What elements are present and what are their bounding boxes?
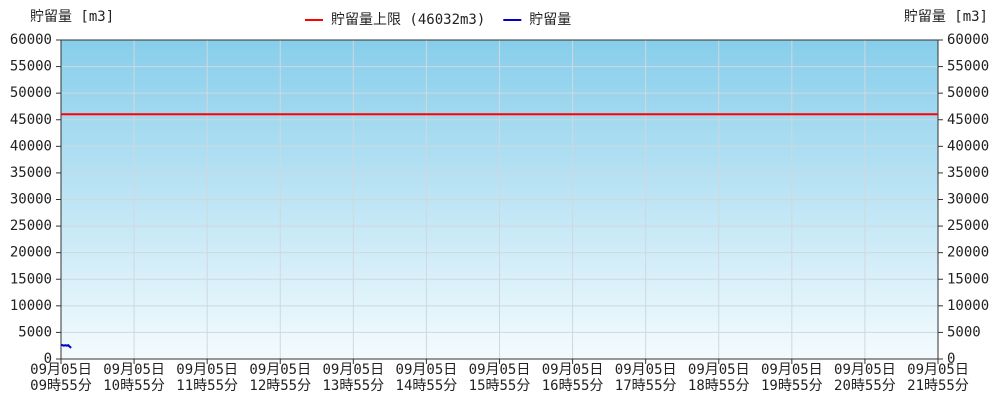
- y-axis-title: 貯留量 [m3]: [30, 9, 114, 25]
- y2-tick-label: 25000: [947, 218, 989, 234]
- y-tick-label: 30000: [10, 192, 52, 208]
- y2-tick-label: 0: [947, 351, 955, 367]
- x-tick-label: 10時55分: [103, 378, 165, 394]
- y2-axis-title: 貯留量 [m3]: [904, 9, 988, 25]
- y2-tick-label: 50000: [947, 85, 989, 101]
- y-tick-label: 25000: [10, 218, 52, 234]
- y-tick-label: 60000: [10, 32, 52, 48]
- y2-tick-label: 40000: [947, 138, 989, 154]
- y-tick-label: 15000: [10, 271, 52, 287]
- x-tick-label: 15時55分: [469, 378, 531, 394]
- x-tick-label: 09時55分: [30, 378, 92, 394]
- x-tick-label: 14時55分: [396, 378, 458, 394]
- legend-label: 貯留量: [529, 12, 571, 28]
- x-tick-label: 09月05日: [469, 362, 531, 378]
- y-tick-label: 50000: [10, 85, 52, 101]
- y-tick-label: 55000: [10, 59, 52, 75]
- y-tick-label: 10000: [10, 298, 52, 314]
- y2-tick-label: 20000: [947, 245, 989, 261]
- y-tick-label: 20000: [10, 245, 52, 261]
- y-tick-label: 5000: [18, 324, 52, 340]
- x-tick-label: 13時55分: [322, 378, 384, 394]
- x-tick-label: 21時55分: [907, 378, 969, 394]
- x-tick-label: 09月05日: [834, 362, 896, 378]
- x-tick-label: 09月05日: [322, 362, 384, 378]
- x-tick-label: 16時55分: [542, 378, 604, 394]
- y2-tick-label: 35000: [947, 165, 989, 181]
- x-tick-label: 09月05日: [30, 362, 92, 378]
- y-tick-label: 35000: [10, 165, 52, 181]
- y-tick-label: 40000: [10, 138, 52, 154]
- x-tick-label: 09月05日: [907, 362, 969, 378]
- series-line: [61, 344, 72, 349]
- y-tick-label: 0: [44, 351, 52, 367]
- x-tick-label: 18時55分: [688, 378, 750, 394]
- x-tick-label: 17時55分: [615, 378, 677, 394]
- plot-frame: [60, 39, 939, 360]
- x-tick-label: 20時55分: [834, 378, 896, 394]
- y2-tick-label: 45000: [947, 112, 989, 128]
- y2-tick-label: 10000: [947, 298, 989, 314]
- y2-tick-label: 60000: [947, 32, 989, 48]
- x-tick-label: 09月05日: [761, 362, 823, 378]
- x-tick-label: 09月05日: [176, 362, 238, 378]
- legend-label: 貯留量上限 (46032m3): [331, 12, 485, 28]
- x-tick-label: 09月05日: [688, 362, 750, 378]
- x-tick-label: 09月05日: [396, 362, 458, 378]
- x-tick-label: 11時55分: [176, 378, 238, 394]
- x-tick-label: 09月05日: [249, 362, 311, 378]
- y2-tick-label: 5000: [947, 324, 981, 340]
- y2-tick-label: 55000: [947, 59, 989, 75]
- x-tick-label: 09月05日: [615, 362, 677, 378]
- x-tick-label: 09月05日: [542, 362, 604, 378]
- y-tick-label: 45000: [10, 112, 52, 128]
- y2-tick-label: 30000: [947, 192, 989, 208]
- x-tick-label: 19時55分: [761, 378, 823, 394]
- x-tick-label: 12時55分: [249, 378, 311, 394]
- x-tick-label: 09月05日: [103, 362, 165, 378]
- y2-tick-label: 15000: [947, 271, 989, 287]
